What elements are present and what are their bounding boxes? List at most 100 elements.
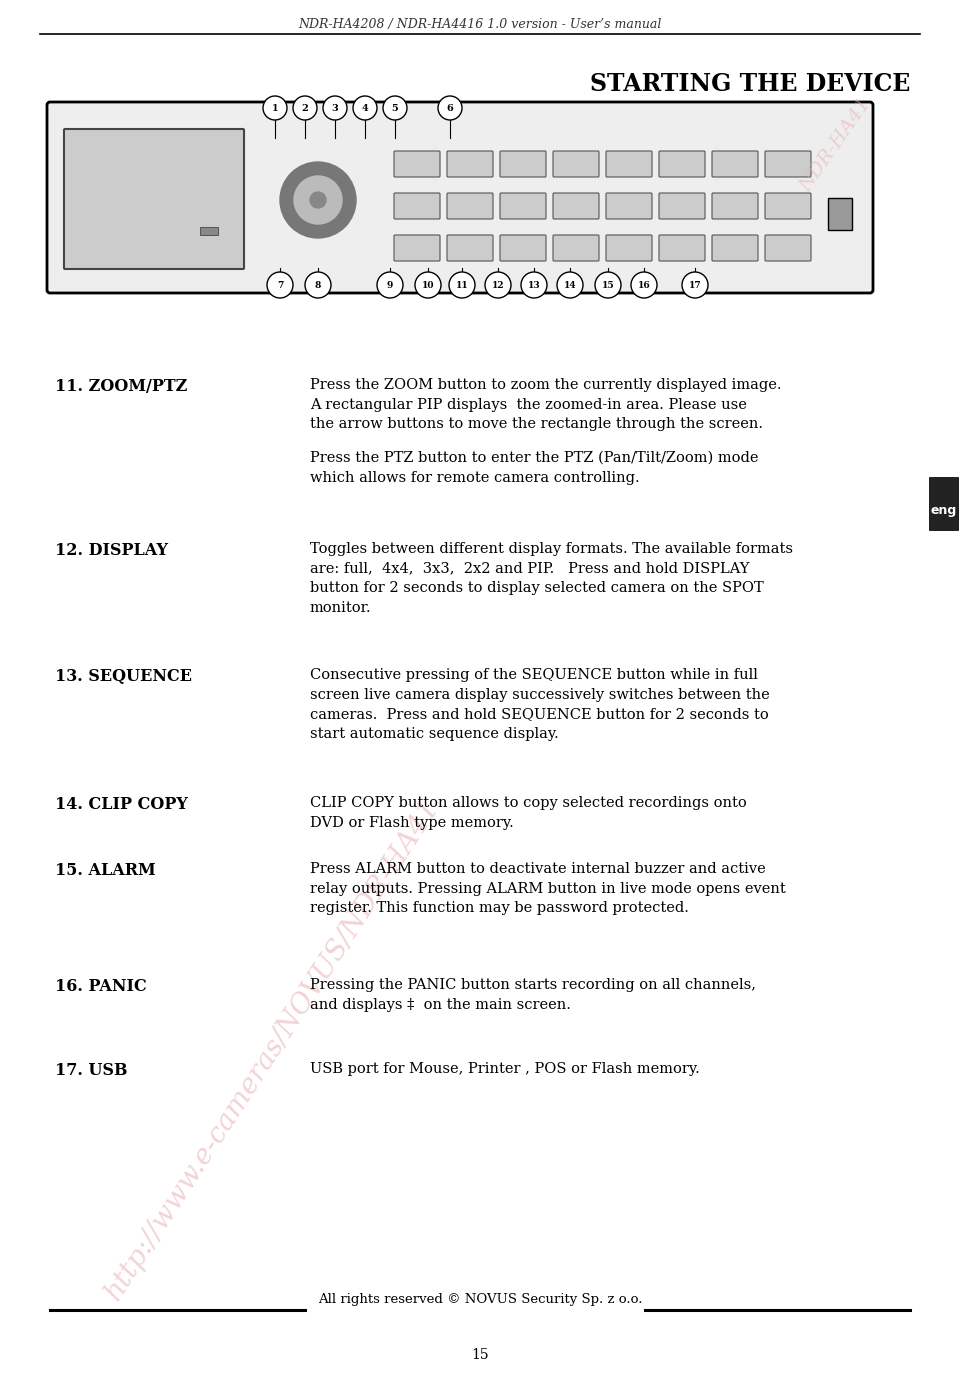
Text: relay outputs. Pressing ALARM button in live mode opens event: relay outputs. Pressing ALARM button in … — [310, 881, 785, 895]
Text: 4: 4 — [362, 103, 369, 113]
Text: 1: 1 — [272, 103, 278, 113]
FancyBboxPatch shape — [659, 235, 705, 261]
FancyBboxPatch shape — [394, 235, 440, 261]
Text: Toggles between different display formats. The available formats: Toggles between different display format… — [310, 542, 793, 556]
Text: 16: 16 — [637, 280, 650, 290]
Text: 3: 3 — [331, 103, 338, 113]
FancyBboxPatch shape — [606, 193, 652, 219]
Circle shape — [682, 272, 708, 298]
Circle shape — [293, 96, 317, 120]
Text: start automatic sequence display.: start automatic sequence display. — [310, 726, 559, 741]
FancyBboxPatch shape — [47, 102, 873, 293]
FancyBboxPatch shape — [394, 193, 440, 219]
FancyBboxPatch shape — [765, 151, 811, 177]
Text: and displays ‡  on the main screen.: and displays ‡ on the main screen. — [310, 997, 571, 1012]
Text: Press the PTZ button to enter the PTZ (Pan/Tilt/Zoom) mode: Press the PTZ button to enter the PTZ (P… — [310, 451, 758, 465]
FancyBboxPatch shape — [712, 193, 758, 219]
Bar — [828, 198, 852, 230]
FancyBboxPatch shape — [712, 235, 758, 261]
Text: 5: 5 — [392, 103, 398, 113]
Text: 15. ALARM: 15. ALARM — [55, 862, 156, 879]
Text: http://www.e-cameras/NOVUS/NDR-HA41: http://www.e-cameras/NOVUS/NDR-HA41 — [100, 795, 444, 1305]
FancyBboxPatch shape — [712, 151, 758, 177]
FancyBboxPatch shape — [765, 193, 811, 219]
Text: button for 2 seconds to display selected camera on the SPOT: button for 2 seconds to display selected… — [310, 582, 764, 595]
Circle shape — [521, 272, 547, 298]
Text: 15: 15 — [471, 1348, 489, 1363]
Text: DVD or Flash type memory.: DVD or Flash type memory. — [310, 815, 514, 829]
Circle shape — [485, 272, 511, 298]
Text: 15: 15 — [602, 280, 614, 290]
Text: 14: 14 — [564, 280, 576, 290]
Circle shape — [267, 272, 293, 298]
Circle shape — [323, 96, 347, 120]
Circle shape — [294, 176, 342, 224]
Text: All rights reserved © NOVUS Security Sp. z o.o.: All rights reserved © NOVUS Security Sp.… — [318, 1292, 642, 1306]
FancyBboxPatch shape — [553, 235, 599, 261]
Text: CLIP COPY button allows to copy selected recordings onto: CLIP COPY button allows to copy selected… — [310, 796, 747, 810]
Circle shape — [415, 272, 441, 298]
Text: screen live camera display successively switches between the: screen live camera display successively … — [310, 688, 770, 701]
FancyBboxPatch shape — [765, 235, 811, 261]
Circle shape — [305, 272, 331, 298]
Text: Pressing the PANIC button starts recording on all channels,: Pressing the PANIC button starts recordi… — [310, 978, 756, 991]
Text: register. This function may be password protected.: register. This function may be password … — [310, 901, 689, 914]
Text: 12: 12 — [492, 280, 504, 290]
Text: Press ALARM button to deactivate internal buzzer and active: Press ALARM button to deactivate interna… — [310, 862, 766, 876]
FancyBboxPatch shape — [606, 151, 652, 177]
Circle shape — [310, 193, 326, 208]
Circle shape — [353, 96, 377, 120]
FancyBboxPatch shape — [447, 193, 493, 219]
Text: 17: 17 — [688, 280, 702, 290]
Text: 12. DISPLAY: 12. DISPLAY — [55, 542, 168, 560]
Text: A rectangular PIP displays  the zoomed-in area. Please use: A rectangular PIP displays the zoomed-in… — [310, 397, 747, 411]
Circle shape — [557, 272, 583, 298]
Circle shape — [595, 272, 621, 298]
Bar — [200, 227, 218, 235]
Text: eng: eng — [931, 505, 957, 517]
Text: the arrow buttons to move the rectangle through the screen.: the arrow buttons to move the rectangle … — [310, 417, 763, 430]
Text: 2: 2 — [301, 103, 308, 113]
Text: 11: 11 — [456, 280, 468, 290]
Circle shape — [438, 96, 462, 120]
FancyBboxPatch shape — [447, 235, 493, 261]
Text: 9: 9 — [387, 280, 394, 290]
Text: USB port for Mouse, Printer , POS or Flash memory.: USB port for Mouse, Printer , POS or Fla… — [310, 1062, 700, 1077]
FancyBboxPatch shape — [394, 151, 440, 177]
Text: 13. SEQUENCE: 13. SEQUENCE — [55, 668, 192, 685]
Text: are: full,  4x4,  3x3,  2x2 and PIP.   Press and hold DISPLAY: are: full, 4x4, 3x3, 2x2 and PIP. Press … — [310, 561, 750, 576]
FancyBboxPatch shape — [447, 151, 493, 177]
Text: 16. PANIC: 16. PANIC — [55, 978, 147, 996]
FancyBboxPatch shape — [500, 235, 546, 261]
Text: 8: 8 — [315, 280, 322, 290]
FancyBboxPatch shape — [659, 151, 705, 177]
Text: NDR-HA41: NDR-HA41 — [797, 95, 875, 195]
FancyBboxPatch shape — [500, 151, 546, 177]
FancyBboxPatch shape — [659, 193, 705, 219]
Circle shape — [383, 96, 407, 120]
Text: 11. ZOOM/PTZ: 11. ZOOM/PTZ — [55, 378, 187, 395]
Text: 17. USB: 17. USB — [55, 1062, 128, 1079]
Text: Press the ZOOM button to zoom the currently displayed image.: Press the ZOOM button to zoom the curren… — [310, 378, 781, 392]
FancyBboxPatch shape — [64, 129, 244, 270]
Text: 7: 7 — [276, 280, 283, 290]
Text: 13: 13 — [528, 280, 540, 290]
FancyBboxPatch shape — [553, 193, 599, 219]
Circle shape — [263, 96, 287, 120]
FancyBboxPatch shape — [606, 235, 652, 261]
Circle shape — [631, 272, 657, 298]
Circle shape — [280, 162, 356, 238]
Text: STARTING THE DEVICE: STARTING THE DEVICE — [589, 72, 910, 96]
Text: monitor.: monitor. — [310, 601, 372, 615]
FancyBboxPatch shape — [929, 477, 959, 531]
Text: which allows for remote camera controlling.: which allows for remote camera controlli… — [310, 470, 639, 484]
Text: NDR-HA4208 / NDR-HA4416 1.0 version - User’s manual: NDR-HA4208 / NDR-HA4416 1.0 version - Us… — [299, 18, 661, 32]
Text: 10: 10 — [421, 280, 434, 290]
Circle shape — [377, 272, 403, 298]
FancyBboxPatch shape — [553, 151, 599, 177]
Circle shape — [449, 272, 475, 298]
Text: Consecutive pressing of the SEQUENCE button while in full: Consecutive pressing of the SEQUENCE but… — [310, 668, 757, 682]
Text: 6: 6 — [446, 103, 453, 113]
Text: cameras.  Press and hold SEQUENCE button for 2 seconds to: cameras. Press and hold SEQUENCE button … — [310, 707, 769, 720]
Text: 14. CLIP COPY: 14. CLIP COPY — [55, 796, 188, 813]
